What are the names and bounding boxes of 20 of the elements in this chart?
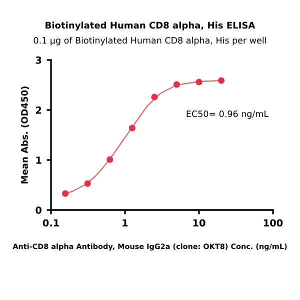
y-tick-label: 2 bbox=[36, 106, 42, 114]
annotation: EC50= 0.96 ng/mL bbox=[186, 110, 269, 119]
x-tick-label: 100 bbox=[264, 219, 283, 227]
point bbox=[62, 190, 69, 197]
point bbox=[106, 156, 114, 163]
point bbox=[84, 180, 91, 187]
point bbox=[196, 78, 202, 86]
x-tick-label: 1 bbox=[122, 219, 128, 226]
point bbox=[151, 94, 158, 100]
chart-title: Biotinylated Human CD8 alpha, His ELISA bbox=[46, 22, 256, 30]
point bbox=[173, 81, 180, 88]
chart-subtitle: 0.1 μg of Biotinylated Human CD8 alpha, His per well bbox=[34, 36, 266, 46]
y-tick-label: 1 bbox=[36, 156, 42, 164]
y-tick-label: 3 bbox=[36, 56, 42, 64]
x-tick-label: 0.1 bbox=[42, 219, 59, 227]
point bbox=[218, 77, 225, 84]
y-axis-title: Mean Abs. (OD450) bbox=[20, 86, 29, 184]
y-tick-label: 0 bbox=[36, 206, 42, 214]
point bbox=[128, 124, 136, 132]
x-tick-label: 10 bbox=[193, 219, 206, 227]
